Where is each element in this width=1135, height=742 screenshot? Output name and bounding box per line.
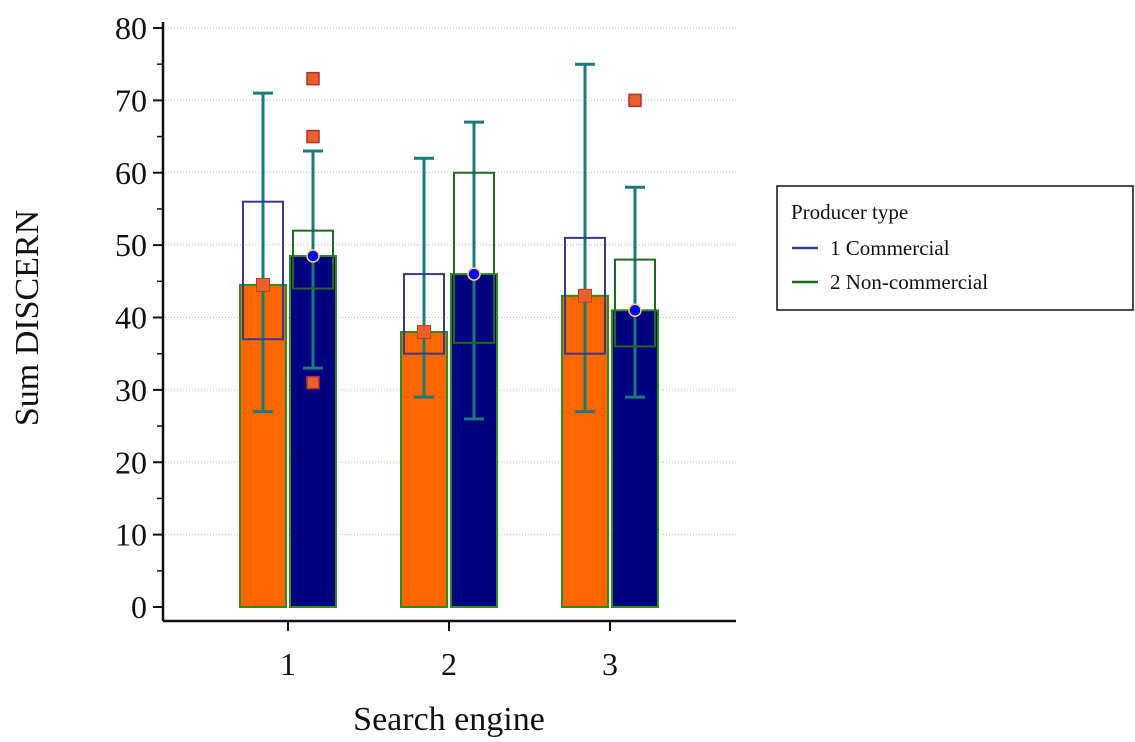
outlier-marker [306, 375, 320, 390]
box-plots [242, 62, 656, 421]
outlier-marker [306, 71, 320, 86]
box [614, 258, 656, 348]
y-tick-label: 50 [115, 227, 147, 263]
y-axis-title: Sum DISCERN [9, 210, 46, 426]
legend-entry-noncommercial: 2 Non-commercial [830, 270, 988, 294]
y-tick-label: 80 [115, 10, 147, 46]
legend: Producer type 1 Commercial 2 Non-commerc… [776, 185, 1134, 311]
box [453, 171, 495, 344]
box [242, 200, 284, 341]
mean-marker [578, 288, 592, 303]
mean-marker [628, 303, 642, 318]
axes [153, 22, 736, 631]
y-tick-label: 20 [115, 444, 147, 480]
box [292, 229, 334, 290]
legend-title: Producer type [791, 200, 908, 224]
mean-marker [306, 249, 320, 263]
x-tick-label: 1 [280, 646, 296, 682]
mean-marker [467, 267, 481, 281]
legend-box [776, 185, 1134, 311]
y-tick-label: 70 [115, 82, 147, 118]
outlier-marker [306, 129, 320, 144]
x-tick-label: 2 [441, 646, 457, 682]
outlier-marker [628, 93, 642, 108]
tick-labels: 0 10 20 30 40 50 60 70 80 1 2 3 [115, 10, 618, 682]
markers [256, 71, 642, 390]
y-tick-label: 30 [115, 372, 147, 408]
x-axis-title: Search engine [353, 701, 545, 738]
box [403, 273, 445, 355]
mean-marker [417, 324, 431, 339]
legend-entry-commercial: 1 Commercial [830, 236, 950, 260]
y-tick-label: 40 [115, 300, 147, 336]
x-tick-label: 3 [602, 646, 618, 682]
y-tick-label: 60 [115, 155, 147, 191]
y-tick-label: 0 [131, 589, 147, 625]
bars [239, 254, 659, 608]
y-tick-label: 10 [115, 517, 147, 553]
box [564, 236, 606, 355]
mean-marker [256, 277, 270, 292]
